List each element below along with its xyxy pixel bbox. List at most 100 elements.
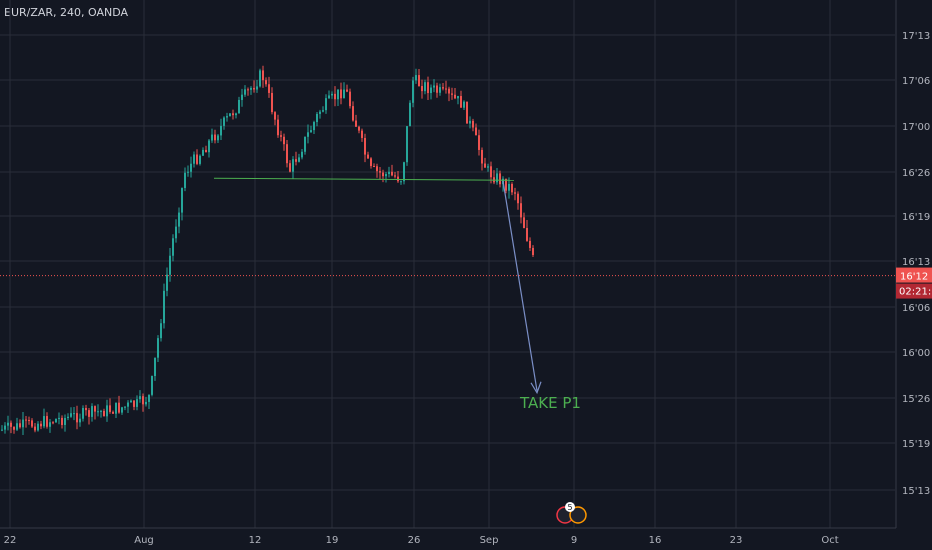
candle [34,423,36,433]
candle-body [106,405,108,417]
candle-body [328,95,330,99]
candle-body [187,171,189,173]
candle-body [52,422,54,424]
candle [421,79,423,99]
candle-body [208,140,210,153]
candle-body [145,401,147,405]
candle-body [181,188,183,213]
candle [268,76,270,98]
candle [172,234,174,262]
candle [76,405,78,430]
candle-body [205,149,207,153]
candle-body [91,406,93,417]
candle [265,77,267,87]
candle [322,106,324,113]
candle [514,187,516,201]
candle [229,113,231,117]
candle-body [235,113,237,116]
candle [280,130,282,142]
candle [97,404,99,417]
candle [148,394,150,409]
candle-body [151,376,153,395]
candle-body [154,357,156,377]
candle-body [166,274,168,291]
candle-body [478,135,480,150]
countdown-tag [896,283,932,299]
candle [403,161,405,185]
candle [463,100,465,111]
candle [289,160,291,173]
candle [376,163,378,178]
candle-body [340,89,342,99]
candle [214,129,216,144]
candle [271,87,273,115]
candle-body [184,172,186,189]
last-price-tag [896,267,932,283]
candle-body [295,159,297,162]
candle-body [232,113,234,116]
candle-body [421,86,423,92]
candle-body [172,238,174,256]
candle-body [424,82,426,92]
y-tick-label: 16'19 [902,212,930,223]
candle-body [1,429,3,431]
candle [259,68,261,88]
candle-body [388,171,390,175]
candle-body [439,87,441,93]
candle [184,167,186,192]
candle [10,420,12,434]
candle [211,128,213,143]
candle-body [229,113,231,117]
candle-body [274,112,276,120]
candle [133,399,135,411]
candle-body [211,134,213,141]
candle-body [241,94,243,100]
candle [316,111,318,127]
candle [7,415,9,431]
candle [28,416,30,425]
candle-body [460,96,462,108]
candle-body [508,183,510,191]
candle [103,408,105,417]
candle [208,139,210,158]
candle-body [331,93,333,96]
candle [166,267,168,297]
candle-body [124,406,126,408]
candle [136,395,138,411]
candle [391,164,393,177]
candle-body [133,400,135,407]
candle-body [82,408,84,419]
candle-body [58,417,60,420]
candle-body [490,166,492,178]
candle-body [190,163,192,172]
candle [262,65,264,88]
candle [52,421,54,425]
candle-body [469,120,471,124]
candle [157,335,159,362]
x-tick-label: Sep [480,535,499,546]
candle [472,118,474,132]
candle-body [487,166,489,168]
candle-body [64,417,66,425]
candle [412,76,414,108]
candle [427,76,429,100]
candle [400,180,402,185]
candle [298,153,300,163]
candle-body [175,226,177,239]
candle [406,126,408,166]
candle-body [448,88,450,94]
candle [466,101,468,124]
candle [310,125,312,133]
candle-body [532,247,534,255]
candle-body [67,416,69,418]
candle-body [262,70,264,81]
candle [382,169,384,183]
candle [19,419,21,429]
candle [139,390,141,403]
x-tick-label: Aug [134,535,154,546]
candle-body [403,162,405,182]
candle-body [100,410,102,412]
candle-body [358,126,360,131]
candle [43,408,45,429]
